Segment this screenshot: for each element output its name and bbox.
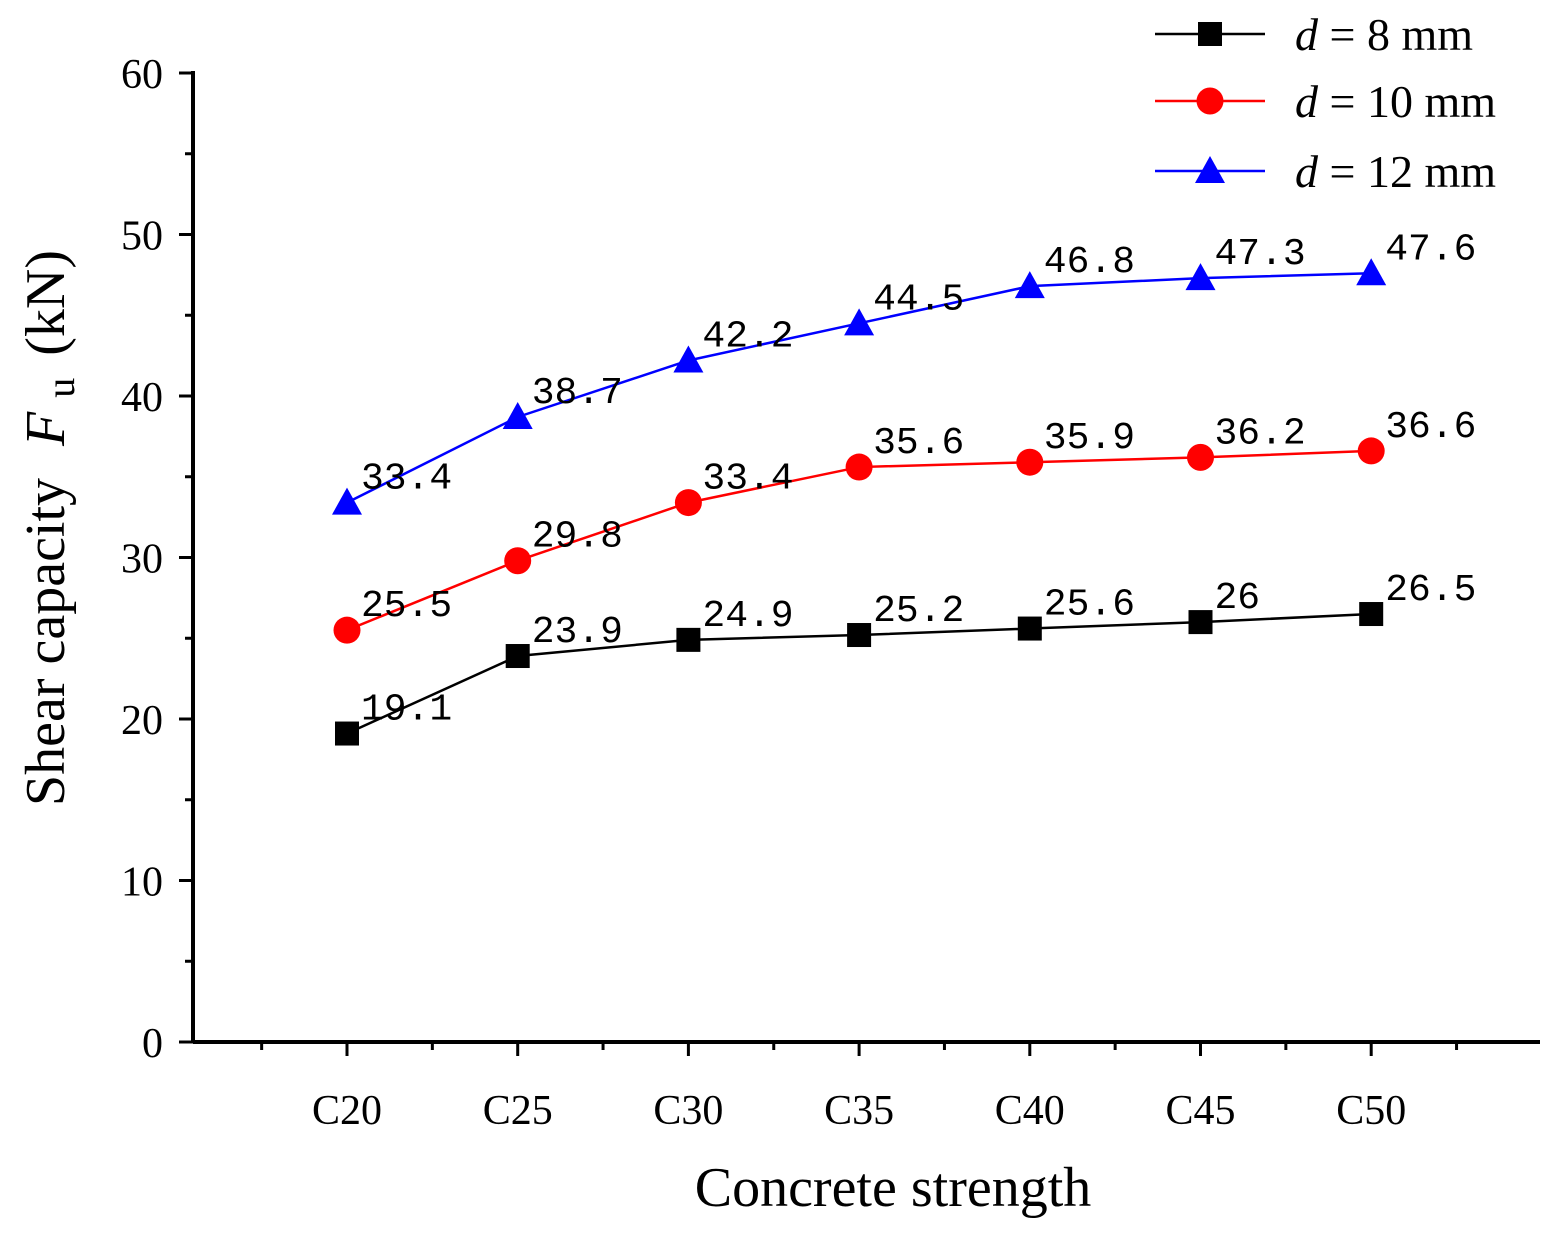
legend-label-rest: = 12 mm [1318,146,1496,197]
data-label: 26 [1215,577,1261,620]
data-label: 29.8 [532,516,623,559]
data-label: 26.5 [1385,569,1476,612]
data-point-circle [674,489,702,517]
x-tick-label-C45: C45 [1165,1088,1235,1134]
data-label: 25.2 [873,590,964,633]
legend-marker-square [1198,22,1222,46]
data-label: 44.5 [873,278,964,321]
legend-label: d = 10 mm [1295,76,1496,127]
y-axis-title-symbol: F [15,411,77,447]
legend-label-var: d [1295,76,1319,127]
data-point-triangle [673,345,704,373]
data-point-square [505,644,530,669]
data-label: 47.3 [1215,233,1306,276]
data-point-circle [333,616,361,644]
legend-label: d = 8 mm [1295,9,1473,60]
legend-item-2: d = 10 mm [1155,76,1496,127]
axes: 0 10 20 30 40 50 60 C20 C25 C30 C35 C40 C45 C50 [121,52,1540,1134]
legend-label-rest: = 10 mm [1318,76,1496,127]
y-tick-label-40: 40 [121,375,163,421]
legend-item-3: d = 12 mm [1155,146,1496,197]
y-tick-label-20: 20 [121,698,163,744]
data-label: 25.6 [1044,584,1135,627]
legend: d = 8 mmd = 10 mmd = 12 mm [1155,9,1496,197]
legend-marker-circle [1196,87,1224,115]
data-label: 23.9 [532,611,623,654]
x-tick-label-C25: C25 [483,1088,553,1134]
x-axis-title: Concrete strength [695,1157,1092,1219]
y-tick-label-60: 60 [121,52,163,98]
data-point-circle [1016,448,1044,476]
y-axis-title-unit: (kN) [15,250,77,356]
data-point-circle [1357,437,1385,465]
legend-item-1: d = 8 mm [1155,9,1473,60]
y-axis-title-prefix: Shear capacity [15,478,77,806]
legend-label-var: d [1295,146,1319,197]
legend-marker-triangle [1195,156,1225,183]
data-point-square [335,721,359,746]
data-label: 42.2 [702,315,793,358]
y-tick-label-10: 10 [121,860,163,906]
y-tick-label-30: 30 [121,537,163,583]
data-point-circle [1187,443,1214,471]
data-point-triangle [1356,258,1387,286]
data-point-circle [845,453,873,481]
data-label: 47.6 [1385,228,1476,271]
x-tick-label-C20: C20 [312,1088,382,1134]
data-point-triangle [332,487,362,515]
x-tick-label-C30: C30 [653,1088,723,1134]
data-label: 25.5 [361,585,452,628]
data-point-triangle [844,308,875,336]
data-point-triangle [1014,271,1045,299]
data-label: 38.7 [532,372,623,415]
data-label: 19.1 [361,689,452,732]
data-label: 24.9 [702,595,793,638]
data-point-triangle [1185,263,1216,291]
series-2 [333,437,1385,644]
data-point-triangle [502,401,533,429]
data-point-square [1188,610,1213,635]
data-point-square [676,627,701,652]
x-tick-label-C50: C50 [1336,1088,1406,1134]
data-label: 35.6 [873,422,964,465]
data-point-square [1017,616,1042,641]
data-label: 35.9 [1044,417,1135,460]
legend-label: d = 12 mm [1295,146,1496,197]
data-point-square [1359,602,1384,627]
series-layer [332,258,1387,746]
data-label: 36.2 [1215,412,1306,455]
series-1 [335,602,1384,746]
data-label: 46.8 [1044,241,1135,284]
legend-label-var: d [1295,9,1319,60]
x-tick-label-C35: C35 [824,1088,894,1134]
data-point-square [847,623,872,648]
legend-label-rest: = 8 mm [1318,9,1473,60]
x-tick-label-C40: C40 [995,1088,1065,1134]
y-tick-label-50: 50 [121,214,163,260]
y-axis-title-subscript: u [38,378,83,398]
data-point-circle [504,547,532,575]
series-3 [332,258,1387,515]
data-label: 36.6 [1385,406,1476,449]
y-tick-label-0: 0 [142,1021,163,1067]
data-label: 33.4 [702,458,793,501]
data-label: 33.4 [361,458,452,501]
data-labels: 19.1 23.9 24.9 25.2 25.6 26 26.5 25.5 29.8 33.4 35… [361,228,1476,731]
y-axis-title: Shear capacity F u (kN) [15,250,87,806]
